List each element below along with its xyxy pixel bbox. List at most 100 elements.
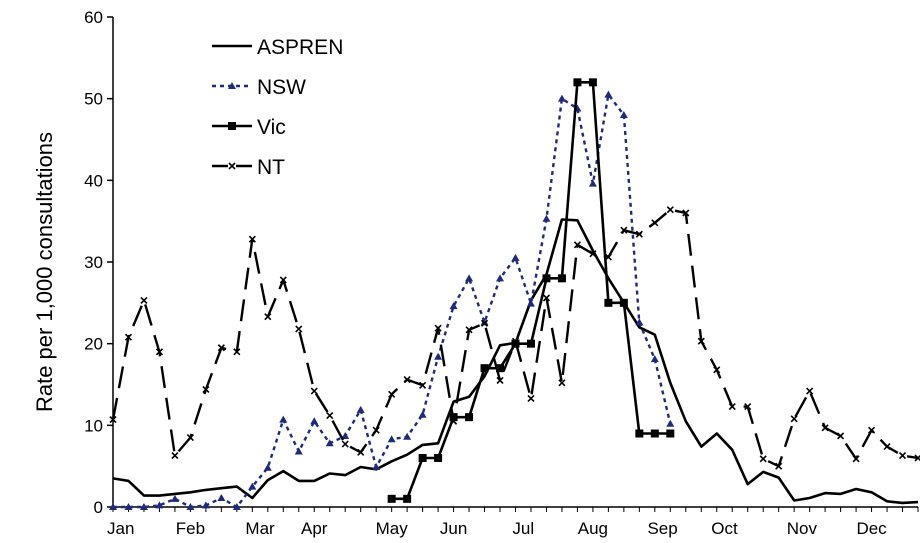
point-marker [155,501,164,509]
x-tick-label: Jun [440,519,467,538]
point-marker [728,402,736,411]
series-layer [109,78,920,510]
x-tick-label: Aug [578,519,608,538]
point-marker [837,432,845,440]
point-marker [279,415,288,423]
point-marker [651,219,659,227]
point-marker [635,318,644,326]
point-marker [496,376,504,384]
point-marker [186,434,194,442]
point-marker [124,333,133,341]
point-marker [202,385,210,393]
point-marker [496,274,505,282]
point-marker [542,214,551,222]
point-marker [294,447,303,455]
point-marker [387,435,396,443]
series-aspren [112,218,919,505]
point-marker [201,501,210,509]
point-marker [573,241,581,249]
x-tick-label: Feb [176,519,205,538]
point-marker [650,355,659,363]
y-tick-label: 20 [84,335,103,354]
point-marker [852,455,860,463]
point-marker [558,379,566,387]
legend-label-aspren: ASPREN [257,36,343,59]
point-marker [419,381,427,389]
y-tick-label: 60 [84,8,103,27]
point-marker [775,462,783,470]
x-tick-label: Sep [647,519,677,538]
point-marker [170,494,179,502]
point-marker [867,426,876,434]
point-marker [388,390,396,398]
point-marker [387,494,396,503]
point-marker [573,78,582,87]
point-marker [496,364,505,373]
point-marker [588,179,597,187]
point-marker [635,429,644,438]
point-marker [434,324,442,332]
point-marker [263,463,272,471]
point-marker [326,411,334,420]
point-marker [434,352,443,360]
point-marker [480,364,489,373]
point-marker [589,250,597,258]
point-marker [357,448,365,456]
y-tick-label: 10 [84,416,103,435]
point-marker [526,339,535,348]
point-marker [418,454,427,462]
series-line-nsw [113,93,672,509]
point-marker [480,318,489,326]
point-marker [403,494,412,503]
series-vic [387,78,675,503]
point-marker [604,298,613,307]
legend-item-vic: Vic [212,116,286,139]
point-marker [527,394,535,402]
point-marker [418,410,427,418]
x-tick-label: Jul [512,519,534,538]
point-marker [620,226,628,234]
point-marker [790,415,798,423]
y-axis-title: Rate per 1,000 consultations [32,132,57,412]
point-marker [372,426,380,434]
point-marker [806,387,814,395]
point-marker [666,429,675,438]
point-marker [450,417,458,425]
point-marker [480,319,489,327]
point-marker [109,416,117,424]
point-marker [295,325,303,333]
point-marker [228,82,236,89]
point-marker [666,206,674,214]
point-marker [403,432,412,440]
legend: ASPREN NSW Vic NT [212,36,343,179]
point-marker [233,348,241,356]
point-marker [465,413,474,422]
point-marker [232,503,241,510]
point-marker [697,337,705,345]
x-tick-label: Nov [787,519,818,538]
x-tick-label: May [376,519,409,538]
point-marker [542,274,551,283]
point-marker [279,276,287,284]
axes: 0 10 20 30 40 50 60 Jan Feb Mar Apr May Jun Jul Aug Sep… [84,8,919,538]
x-tick-label: Mar [245,519,275,538]
point-marker [372,462,381,470]
series-line-nt [111,208,919,468]
point-marker [619,298,628,307]
point-marker [511,253,520,261]
point-marker [356,405,365,413]
point-marker [666,419,675,427]
y-tick-label: 0 [94,498,103,517]
point-marker [682,209,690,217]
legend-label-vic: Vic [257,116,286,139]
legend-label-nsw: NSW [257,76,306,99]
point-marker [217,344,225,352]
point-marker [511,337,520,345]
point-marker [155,348,164,356]
point-marker [341,431,350,439]
point-marker [465,274,474,282]
x-tick-label: Apr [301,519,328,538]
point-marker [217,494,226,502]
point-marker [914,454,920,462]
x-tick-label: Oct [711,519,738,538]
